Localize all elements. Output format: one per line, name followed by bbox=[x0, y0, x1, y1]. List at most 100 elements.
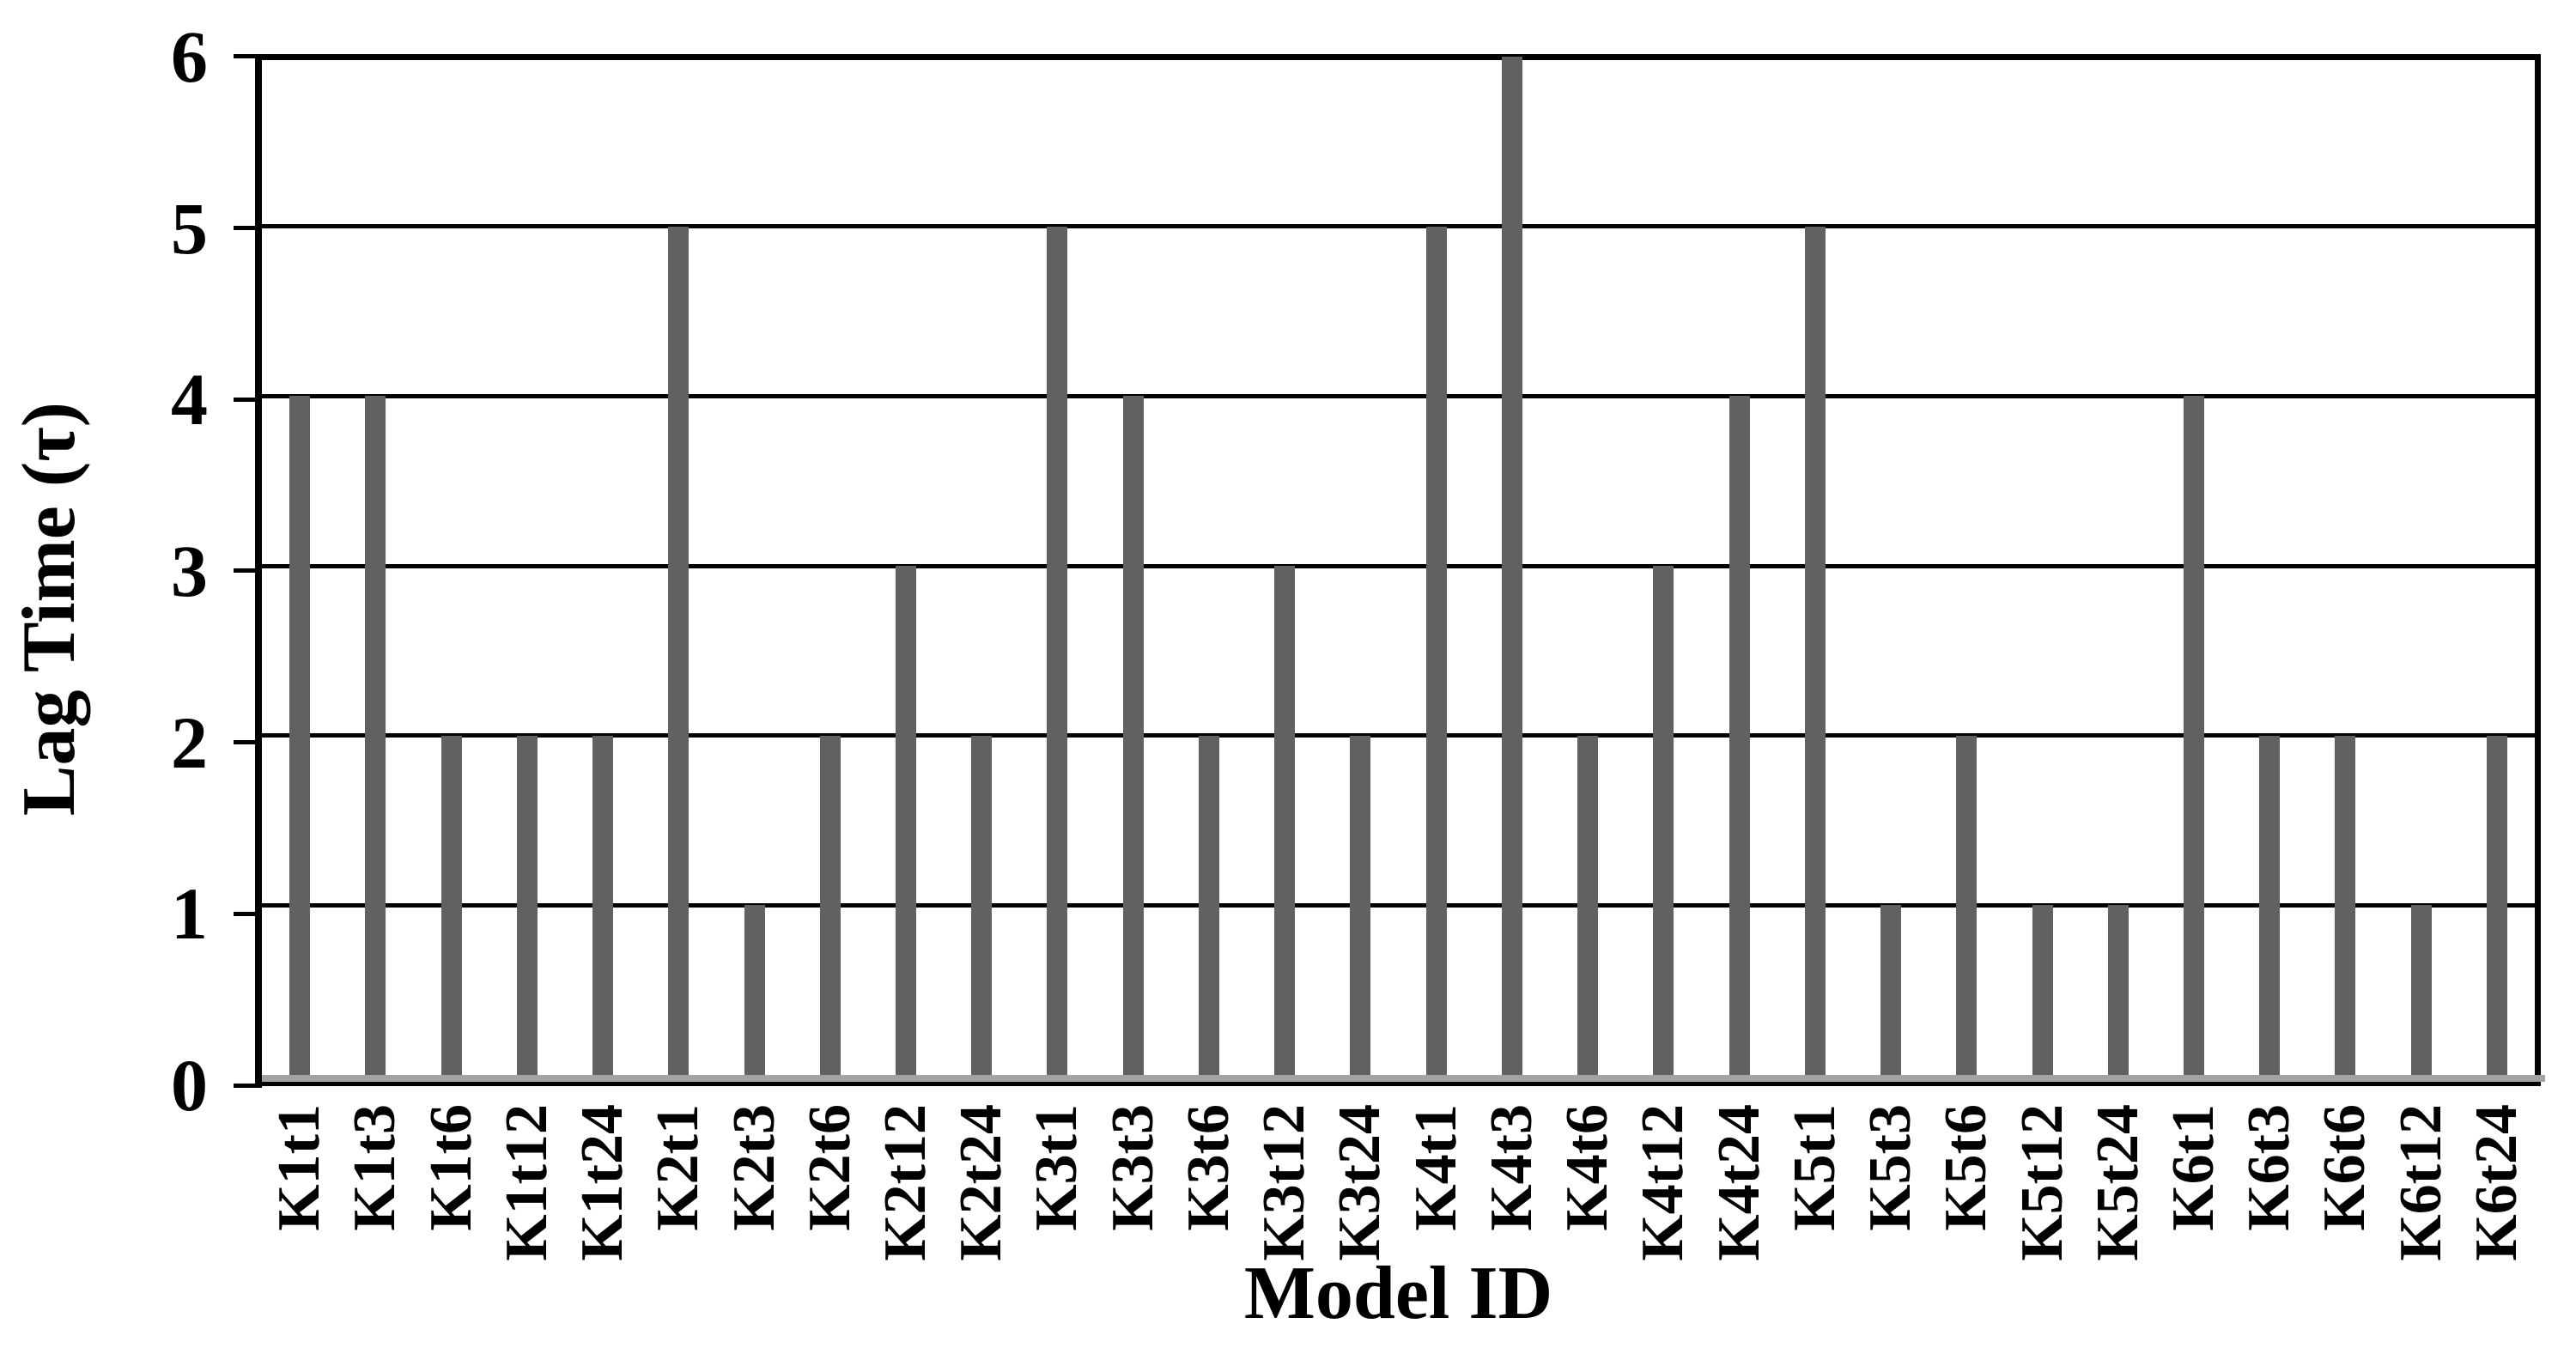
bar-slot bbox=[1096, 57, 1171, 1075]
x-category-label: K5t3 bbox=[1857, 1104, 1924, 1231]
bar bbox=[1653, 566, 1674, 1075]
bar bbox=[744, 905, 765, 1075]
x-category-label: K1t3 bbox=[342, 1104, 409, 1231]
x-category-label: K6t1 bbox=[2160, 1104, 2227, 1231]
gridline bbox=[262, 733, 2535, 738]
bar-slot bbox=[2384, 57, 2459, 1075]
x-category-label: K4t6 bbox=[1554, 1104, 1621, 1231]
bar bbox=[2486, 735, 2507, 1075]
bar bbox=[1122, 396, 1144, 1075]
y-tick-label: 1 bbox=[171, 872, 208, 956]
bar bbox=[971, 735, 993, 1075]
bar-slot bbox=[2307, 57, 2383, 1075]
bar bbox=[2335, 735, 2356, 1075]
y-tick bbox=[234, 397, 262, 402]
bar-slot bbox=[716, 57, 792, 1075]
x-category-label: K3t1 bbox=[1024, 1104, 1091, 1231]
bar bbox=[1425, 226, 1447, 1075]
y-tick-label: 2 bbox=[171, 701, 208, 784]
bar-slot bbox=[1247, 57, 1322, 1075]
bar bbox=[819, 735, 841, 1075]
bar bbox=[1198, 735, 1219, 1075]
plot-top-border bbox=[255, 54, 2541, 60]
x-category-label: K1t24 bbox=[569, 1104, 636, 1261]
bar-slot bbox=[944, 57, 1019, 1075]
x-category-label: K2t12 bbox=[872, 1104, 939, 1261]
bar bbox=[592, 735, 614, 1075]
x-category-label: K5t1 bbox=[1781, 1104, 1848, 1231]
bar-slot bbox=[1474, 57, 1550, 1075]
bar-slot bbox=[868, 57, 944, 1075]
y-tick-label: 4 bbox=[171, 358, 208, 441]
x-category-label: K5t6 bbox=[1933, 1104, 2000, 1231]
x-category-label: K3t6 bbox=[1175, 1104, 1242, 1231]
x-category-label: K2t6 bbox=[796, 1104, 863, 1231]
bar bbox=[1956, 735, 1978, 1075]
bar bbox=[1274, 566, 1296, 1075]
bar bbox=[1804, 226, 1826, 1075]
gridline bbox=[262, 563, 2535, 568]
bars bbox=[262, 57, 2535, 1075]
gridline bbox=[262, 393, 2535, 398]
x-category-label: K6t3 bbox=[2236, 1104, 2303, 1231]
bar bbox=[1047, 226, 1068, 1075]
x-category-label: K3t3 bbox=[1099, 1104, 1166, 1231]
gridline bbox=[262, 902, 2535, 908]
bar bbox=[1728, 396, 1750, 1075]
bar-slot bbox=[1019, 57, 1095, 1075]
bar-slot bbox=[1853, 57, 1929, 1075]
bar-slot bbox=[262, 57, 337, 1075]
y-tick bbox=[234, 1083, 262, 1088]
bar-slot bbox=[1701, 57, 1777, 1075]
plot-right-border bbox=[2535, 54, 2541, 1086]
baseline-strip bbox=[262, 1075, 2545, 1082]
bar-slot bbox=[1777, 57, 1853, 1075]
bar bbox=[2107, 905, 2129, 1075]
x-category-label: K2t1 bbox=[645, 1104, 712, 1231]
bar bbox=[2032, 905, 2053, 1075]
y-tick bbox=[234, 568, 262, 574]
bar-slot bbox=[793, 57, 868, 1075]
x-category-label: K2t24 bbox=[948, 1104, 1015, 1261]
bar bbox=[516, 735, 538, 1075]
bar bbox=[1350, 735, 1371, 1075]
y-tick-label: 0 bbox=[171, 1044, 208, 1126]
x-category-label: K4t3 bbox=[1478, 1104, 1545, 1231]
x-category-label: K5t24 bbox=[2084, 1104, 2151, 1261]
y-tick-label: 5 bbox=[171, 186, 208, 270]
x-category-label: K4t1 bbox=[1402, 1104, 1469, 1231]
x-category-label: K1t12 bbox=[493, 1104, 560, 1261]
bar-slot bbox=[2004, 57, 2080, 1075]
x-category-label: K4t12 bbox=[1630, 1104, 1697, 1261]
y-axis-line bbox=[255, 54, 262, 1086]
bar bbox=[365, 396, 386, 1075]
bar-slot bbox=[641, 57, 716, 1075]
x-category-label: K6t12 bbox=[2387, 1104, 2454, 1261]
bar bbox=[1501, 57, 1522, 1075]
bar bbox=[2410, 905, 2432, 1075]
bar-slot bbox=[1171, 57, 1247, 1075]
x-category-label: K4t24 bbox=[1705, 1104, 1772, 1261]
y-tick bbox=[234, 226, 262, 231]
bar-slot bbox=[2156, 57, 2232, 1075]
bar bbox=[440, 735, 462, 1075]
bar bbox=[2183, 396, 2204, 1075]
bar-slot bbox=[489, 57, 565, 1075]
bar-slot bbox=[1322, 57, 1398, 1075]
bar-slot bbox=[2232, 57, 2307, 1075]
y-tick bbox=[234, 911, 262, 916]
bar bbox=[289, 396, 311, 1075]
y-tick-label: 3 bbox=[171, 529, 208, 612]
y-tick bbox=[234, 54, 262, 59]
x-category-label: K3t12 bbox=[1251, 1104, 1318, 1261]
bar-slot bbox=[1550, 57, 1625, 1075]
bar-slot bbox=[1929, 57, 2004, 1075]
bar-slot bbox=[1625, 57, 1701, 1075]
x-category-label: K1t1 bbox=[266, 1104, 333, 1231]
bar-slot bbox=[413, 57, 489, 1075]
y-tick-label: 6 bbox=[171, 15, 208, 98]
bar-slot bbox=[337, 57, 413, 1075]
bar-slot bbox=[1399, 57, 1474, 1075]
x-category-label: K1t6 bbox=[417, 1104, 484, 1231]
